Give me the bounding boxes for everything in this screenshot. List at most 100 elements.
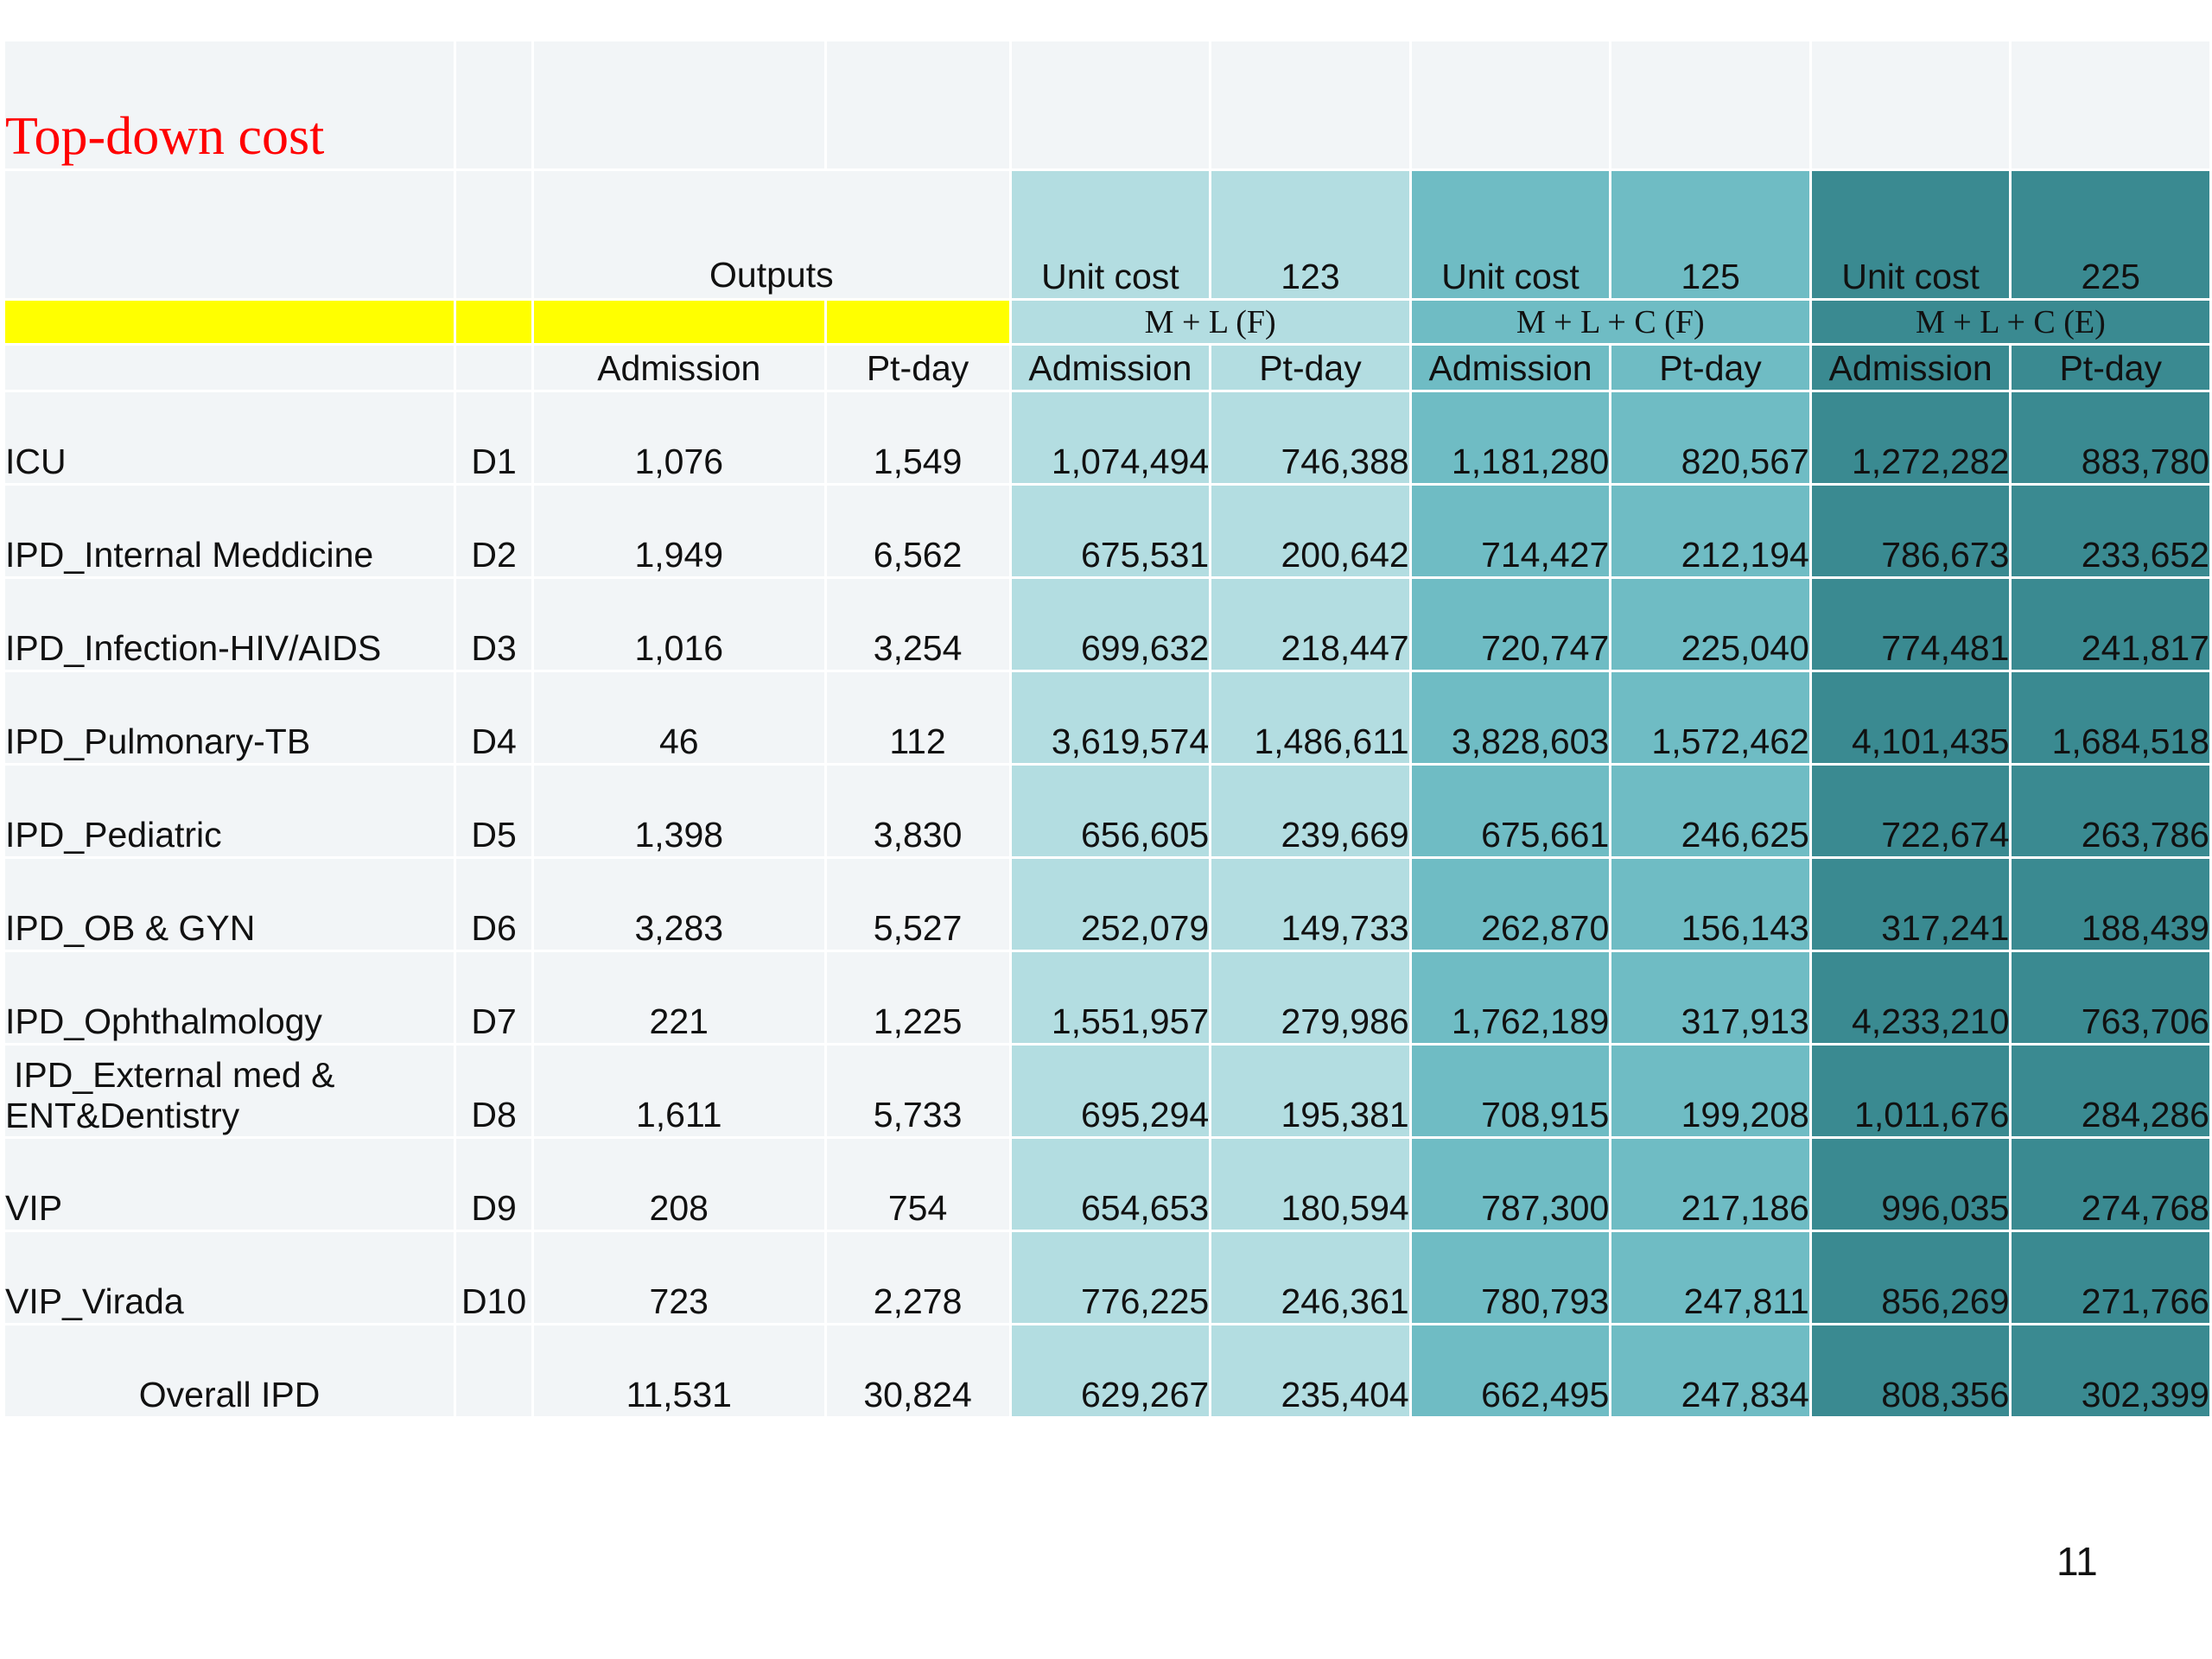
pt-day-output: 30,824	[823, 1323, 1012, 1419]
unit-cost-value: 1,486,611	[1209, 670, 1412, 766]
unit-cost-value: 820,567	[1609, 390, 1812, 486]
unit-cost-value: 247,811	[1609, 1230, 1812, 1325]
pt-day-output: 754	[823, 1136, 1012, 1232]
subheader-row: Admission Pt-day Admission Pt-day Admiss…	[2, 343, 2212, 392]
unit-cost-value: 883,780	[2009, 390, 2212, 486]
admission-output: 723	[531, 1230, 827, 1325]
header-row: Outputs Unit cost 123 Unit cost 125 Unit…	[2, 168, 2212, 301]
unit-cost-value: 218,447	[1209, 576, 1412, 672]
unit-cost-value: 1,551,957	[1008, 950, 1212, 1046]
unit-cost-value: 699,632	[1008, 576, 1212, 672]
table-row-total: Overall IPD 11,531 30,824 629,267 235,40…	[2, 1323, 2212, 1419]
unit-cost-value: 199,208	[1609, 1043, 1812, 1139]
admission-output: 3,283	[531, 856, 827, 952]
row-name: IPD_OB & GYN	[2, 856, 457, 952]
formula-row: M + L (F) M + L + C (F) M + L + C (E)	[2, 298, 2212, 346]
unit-cost-value: 787,300	[1408, 1136, 1612, 1232]
row-name: IPD_Internal Meddicine	[2, 483, 457, 579]
unit-cost-header-2: Unit cost	[1408, 168, 1612, 301]
unit-cost-value: 284,286	[2009, 1043, 2212, 1139]
subheader-admission: Admission	[1408, 343, 1612, 392]
unit-cost-value: 675,531	[1008, 483, 1212, 579]
unit-cost-value: 180,594	[1209, 1136, 1412, 1232]
group-code-2: 125	[1609, 168, 1812, 301]
row-code: D9	[454, 1136, 535, 1232]
subheader-admission: Admission	[1808, 343, 2012, 392]
admission-output: 1,016	[531, 576, 827, 672]
unit-cost-value: 1,684,518	[2009, 670, 2212, 766]
subheader-pt-day: Pt-day	[1609, 343, 1812, 392]
pt-day-output: 3,830	[823, 763, 1012, 859]
row-name: IPD_Pediatric	[2, 763, 457, 859]
unit-cost-value: 1,074,494	[1008, 390, 1212, 486]
unit-cost-value: 746,388	[1209, 390, 1412, 486]
unit-cost-value: 774,481	[1808, 576, 2012, 672]
row-code: D5	[454, 763, 535, 859]
unit-cost-value: 1,762,189	[1408, 950, 1612, 1046]
table-row: IPD_External med & ENT&Dentistry D8 1,61…	[2, 1043, 2212, 1139]
unit-cost-value: 262,870	[1408, 856, 1612, 952]
unit-cost-value: 4,101,435	[1808, 670, 2012, 766]
unit-cost-value: 235,404	[1209, 1323, 1412, 1419]
pt-day-output: 112	[823, 670, 1012, 766]
unit-cost-value: 1,181,280	[1408, 390, 1612, 486]
subheader-pt-day: Pt-day	[2009, 343, 2212, 392]
highlight-bar	[823, 298, 1012, 346]
admission-output: 1,076	[531, 390, 827, 486]
unit-cost-value: 1,011,676	[1808, 1043, 2012, 1139]
unit-cost-value: 776,225	[1008, 1230, 1212, 1325]
unit-cost-value: 722,674	[1808, 763, 2012, 859]
row-code: D7	[454, 950, 535, 1046]
table-row: IPD_Pulmonary-TB D4 46 112 3,619,574 1,4…	[2, 670, 2212, 766]
row-name-line-2: ENT&Dentistry	[5, 1095, 240, 1135]
pt-day-output: 5,733	[823, 1043, 1012, 1139]
unit-cost-value: 302,399	[2009, 1323, 2212, 1419]
pt-day-output: 2,278	[823, 1230, 1012, 1325]
unit-cost-value: 856,269	[1808, 1230, 2012, 1325]
unit-cost-value: 808,356	[1808, 1323, 2012, 1419]
unit-cost-value: 239,669	[1209, 763, 1412, 859]
admission-output: 11,531	[531, 1323, 827, 1419]
unit-cost-value: 656,605	[1008, 763, 1212, 859]
table-row: IPD_OB & GYN D6 3,283 5,527 252,079 149,…	[2, 856, 2212, 952]
unit-cost-value: 629,267	[1008, 1323, 1212, 1419]
unit-cost-value: 225,040	[1609, 576, 1812, 672]
row-name-line-1: IPD_External med &	[14, 1054, 335, 1095]
outputs-header: Outputs	[531, 168, 1012, 301]
unit-cost-value: 714,427	[1408, 483, 1612, 579]
unit-cost-value: 3,828,603	[1408, 670, 1612, 766]
row-name: VIP	[2, 1136, 457, 1232]
pt-day-output: 3,254	[823, 576, 1012, 672]
unit-cost-value: 188,439	[2009, 856, 2212, 952]
unit-cost-value: 662,495	[1408, 1323, 1612, 1419]
pt-day-output: 6,562	[823, 483, 1012, 579]
table-row: IPD_Internal Meddicine D2 1,949 6,562 67…	[2, 483, 2212, 579]
highlight-bar	[531, 298, 827, 346]
table-row: IPD_Infection-HIV/AIDS D3 1,016 3,254 69…	[2, 576, 2212, 672]
table-row: VIP_Virada D10 723 2,278 776,225 246,361…	[2, 1230, 2212, 1325]
unit-cost-value: 246,625	[1609, 763, 1812, 859]
unit-cost-value: 317,913	[1609, 950, 1812, 1046]
unit-cost-value: 263,786	[2009, 763, 2212, 859]
page-number: 11	[2056, 1539, 2098, 1584]
pt-day-output: 1,225	[823, 950, 1012, 1046]
pt-day-output: 1,549	[823, 390, 1012, 486]
unit-cost-value: 654,653	[1008, 1136, 1212, 1232]
row-code: D10	[454, 1230, 535, 1325]
cost-table: Top-down cost Outputs Unit cost 123 Unit…	[2, 39, 2212, 1419]
unit-cost-value: 708,915	[1408, 1043, 1612, 1139]
unit-cost-value: 763,706	[2009, 950, 2212, 1046]
unit-cost-value: 156,143	[1609, 856, 1812, 952]
unit-cost-value: 195,381	[1209, 1043, 1412, 1139]
highlight-bar	[2, 298, 457, 346]
unit-cost-value: 252,079	[1008, 856, 1212, 952]
admission-output: 1,611	[531, 1043, 827, 1139]
row-name: IPD_Infection-HIV/AIDS	[2, 576, 457, 672]
admission-output: 221	[531, 950, 827, 1046]
table-row: IPD_Ophthalmology D7 221 1,225 1,551,957…	[2, 950, 2212, 1046]
unit-cost-value: 1,572,462	[1609, 670, 1812, 766]
formula-1: M + L (F)	[1008, 298, 1412, 346]
row-code: D8	[454, 1043, 535, 1139]
title-cell: Top-down cost	[2, 39, 457, 171]
